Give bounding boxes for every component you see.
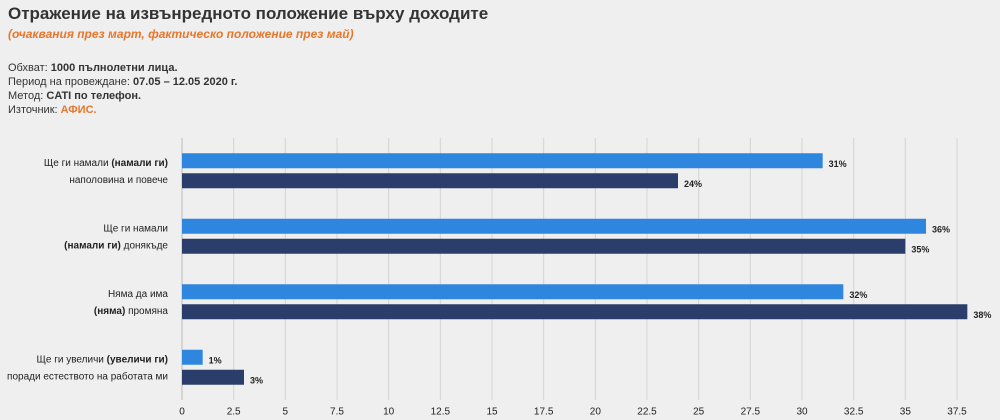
- category-label: Ще ги намали: [103, 223, 168, 234]
- info-line: Източник: АФИС.: [8, 103, 488, 117]
- x-tick-label: 20: [590, 407, 602, 418]
- bar: [182, 304, 968, 320]
- category-label-part: Ще ги намали: [103, 223, 168, 234]
- category-label-part: Няма да има: [108, 288, 168, 299]
- x-tick-label: 15: [486, 407, 498, 418]
- bar: [182, 238, 906, 254]
- bar: [182, 369, 244, 385]
- value-label: 3%: [250, 376, 263, 386]
- info-label: Период на провеждане:: [8, 76, 130, 88]
- x-tick-label: 30: [796, 407, 808, 418]
- info-line: Обхват: 1000 пълнолетни лица.: [8, 61, 488, 75]
- value-label: 36%: [932, 225, 950, 235]
- bar: [182, 218, 926, 234]
- value-label: 35%: [911, 245, 929, 255]
- category-label: (намали ги) донякъде: [64, 240, 168, 251]
- x-tick-label: 17.5: [534, 407, 554, 418]
- info: Обхват: 1000 пълнолетни лица. Период на …: [8, 61, 488, 117]
- category-label-part: Ще ги увеличи: [37, 354, 107, 365]
- x-tick-label: 2.5: [227, 407, 241, 418]
- x-tick-label: 22.5: [637, 407, 657, 418]
- value-label: 31%: [829, 159, 847, 169]
- x-tick-label: 37.5: [947, 407, 967, 418]
- value-label: 1%: [209, 356, 222, 366]
- bar: [182, 284, 844, 300]
- info-value: АФИС.: [60, 104, 97, 116]
- bar: [182, 153, 823, 169]
- category-label: поради естеството на работата ми: [7, 370, 168, 382]
- x-tick-label: 5: [283, 407, 289, 418]
- category-label: (няма) промяна: [94, 305, 169, 316]
- x-tick-label: 0: [179, 407, 185, 418]
- category-label-part: (няма): [94, 305, 125, 316]
- value-label: 32%: [849, 290, 867, 300]
- info-label: Метод:: [8, 90, 44, 102]
- x-tick-label: 27.5: [741, 407, 761, 418]
- info-label: Източник:: [8, 104, 58, 116]
- header: Отражение на извънредното положение върх…: [8, 4, 488, 117]
- info-value: 1000 пълнолетни лица.: [50, 62, 178, 74]
- x-tick-label: 32.5: [844, 407, 864, 418]
- info-label: Обхват:: [8, 62, 48, 74]
- x-tick-label: 10: [383, 407, 395, 418]
- x-tick-label: 35: [900, 407, 912, 418]
- category-label-part: (намали ги): [111, 157, 168, 168]
- x-tick-label: 25: [693, 407, 705, 418]
- category-label-part: донякъде: [121, 240, 169, 251]
- category-label-part: (намали ги): [64, 240, 121, 251]
- x-tick-label: 12.5: [431, 407, 451, 418]
- title: Отражение на извънредното положение върх…: [8, 4, 489, 23]
- bar: [182, 173, 678, 189]
- category-label-part: (увеличи ги): [107, 354, 168, 365]
- category-label-part: промяна: [125, 305, 168, 316]
- category-label: наполовина и повече: [69, 174, 168, 185]
- bar: [182, 349, 203, 365]
- category-label: Ще ги намали (намали ги): [44, 157, 168, 168]
- category-label-part: Ще ги намали: [44, 157, 111, 168]
- category-label-part: наполовина и повече: [69, 174, 168, 185]
- info-line: Период на провеждане: 07.05 – 12.05 2020…: [8, 75, 488, 89]
- category-label-part: поради естеството на работата ми: [7, 370, 168, 382]
- info-value: 07.05 – 12.05 2020 г.: [133, 76, 238, 88]
- subtitle: (очаквания през март, фактическо положен…: [8, 27, 354, 41]
- value-label: 24%: [684, 179, 702, 189]
- info-value: CATI по телефон.: [46, 90, 142, 102]
- info-line: Метод: CATI по телефон.: [8, 89, 488, 103]
- value-label: 38%: [973, 310, 991, 320]
- x-tick-label: 7.5: [330, 407, 344, 418]
- category-label: Няма да има: [108, 288, 168, 299]
- category-label: Ще ги увеличи (увеличи ги): [37, 354, 169, 365]
